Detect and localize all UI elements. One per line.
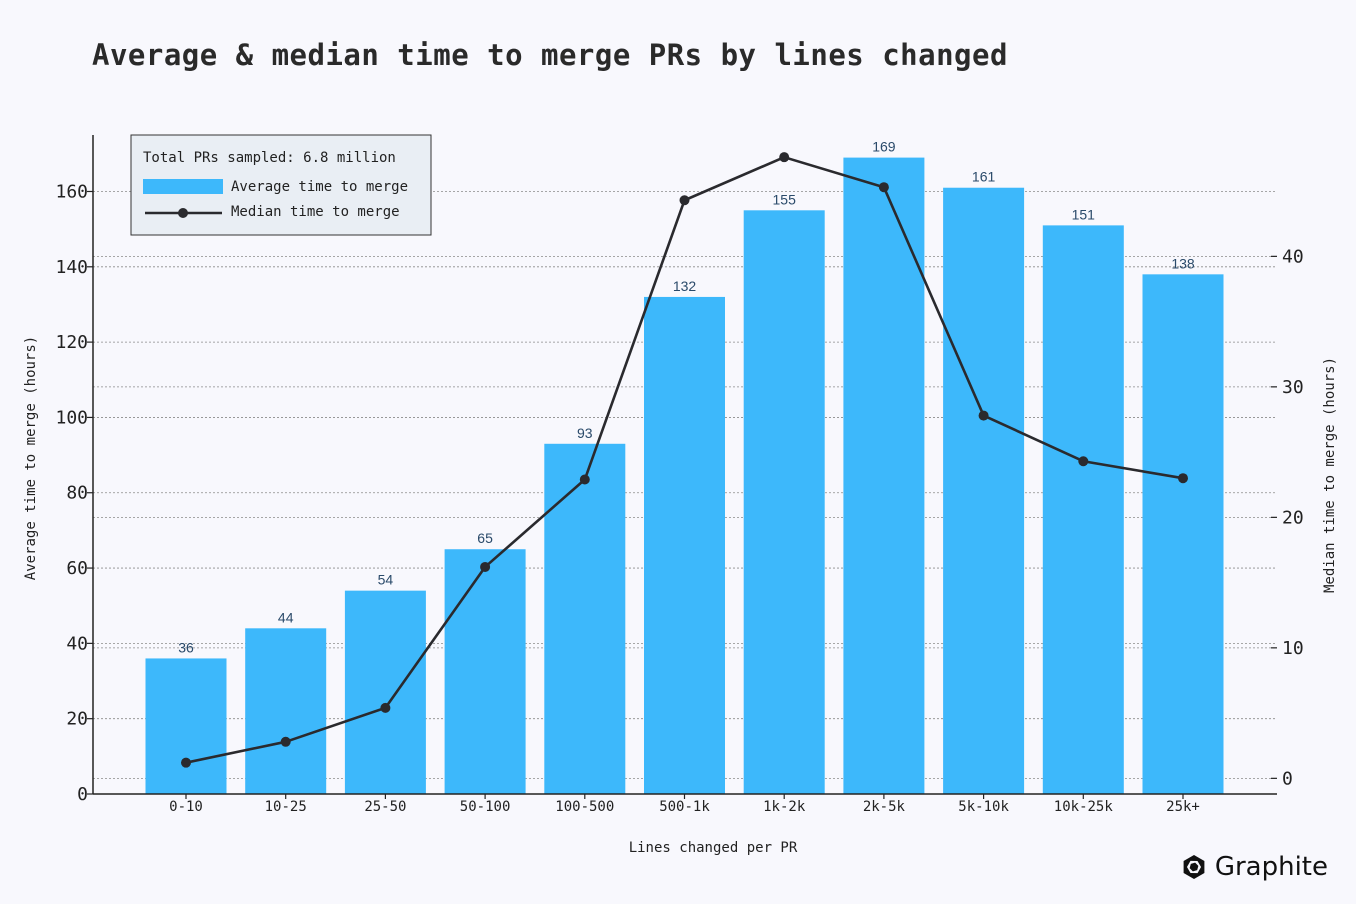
bar: [943, 187, 1025, 795]
axes: 0 20 40 60 80 100 120 140 160 0 10 20 30 40 0-10 10-25 2…: [23, 135, 1338, 856]
median-point: [679, 195, 690, 206]
median-point: [1078, 456, 1089, 467]
y-tick-label: 120: [55, 332, 88, 353]
x-tick-label: 100-500: [555, 799, 614, 815]
x-tick-label: 25k+: [1166, 799, 1200, 815]
y-tick-label: 60: [66, 558, 88, 579]
x-tick-label: 0-10: [169, 799, 203, 815]
y-tick-label: 0: [77, 784, 88, 805]
median-point: [181, 757, 191, 768]
median-point: [579, 474, 590, 485]
median-point: [978, 410, 989, 421]
x-tick-label: 1k-2k: [763, 799, 806, 815]
y-tick-label: 80: [66, 483, 88, 504]
x-tick-label: 50-100: [460, 799, 511, 815]
bar-value-label: 54: [378, 572, 394, 588]
y-tick-label: 40: [66, 633, 88, 654]
bar: [843, 157, 925, 794]
bar: [344, 590, 426, 794]
bar-value-label: 65: [477, 530, 493, 546]
y2-tick-label: 20: [1282, 507, 1304, 528]
legend-swatch-point: [178, 208, 188, 218]
bar: [1042, 225, 1124, 794]
legend-label-median: Median time to merge: [231, 204, 400, 220]
bar-value-label: 44: [278, 609, 294, 625]
y2-tick-label: 30: [1282, 377, 1304, 398]
x-tick-label: 10-25: [265, 799, 307, 815]
x-axis-label: Lines changed per PR: [629, 840, 798, 856]
bars: [145, 157, 1224, 795]
y2-tick-label: 10: [1282, 638, 1304, 659]
legend-annotation: Total PRs sampled: 6.8 million: [143, 150, 396, 166]
bar-value-label: 169: [872, 139, 896, 155]
bar-labels: 36 44 54 65 93 132 155 169 161 151 138: [178, 139, 1195, 656]
bar-value-label: 132: [673, 278, 697, 294]
x-tick-label: 2k-5k: [863, 799, 906, 815]
x-tick-label: 5k-10k: [958, 799, 1009, 815]
bar: [544, 443, 626, 794]
median-point: [480, 561, 491, 572]
bar-value-label: 36: [178, 639, 194, 655]
bar: [245, 628, 327, 794]
median-line: [181, 152, 1188, 768]
x-tick-label: 500-1k: [659, 799, 710, 815]
bar: [145, 658, 227, 794]
y2-tick-label: 0: [1282, 768, 1293, 789]
median-point: [878, 182, 889, 193]
y-tick-label: 20: [66, 709, 88, 730]
bar: [1142, 274, 1224, 794]
bar-value-label: 138: [1171, 255, 1195, 271]
brand: Graphite: [1181, 852, 1328, 882]
bar: [743, 210, 825, 795]
y-tick-label: 100: [55, 407, 88, 428]
y-axis-label: Average time to merge (hours): [23, 336, 39, 580]
legend: Total PRs sampled: 6.8 million Average ti…: [130, 134, 432, 236]
x-tick-label: 10k-25k: [1054, 799, 1114, 815]
bar: [644, 296, 725, 794]
bar: [444, 549, 526, 794]
brand-name: Graphite: [1214, 852, 1328, 882]
median-point: [1178, 473, 1188, 484]
y2-axis-label: Median time to merge (hours): [1322, 357, 1338, 593]
chart-title: Average & median time to merge PRs by li…: [92, 38, 1008, 72]
y-tick-label: 140: [55, 257, 88, 278]
legend-swatch-bar: [143, 179, 223, 194]
median-point: [380, 702, 391, 713]
x-tick-label: 25-50: [364, 799, 406, 815]
y-tick-label: 160: [55, 181, 88, 202]
y2-tick-label: 40: [1282, 246, 1304, 267]
median-point: [779, 152, 790, 163]
legend-label-average: Average time to merge: [231, 179, 408, 195]
bar-value-label: 161: [972, 169, 996, 185]
graphite-logo-icon: [1183, 855, 1205, 879]
bar-value-label: 93: [577, 425, 593, 441]
bar-value-label: 151: [1072, 206, 1096, 222]
median-point: [280, 736, 291, 747]
bar-value-label: 155: [773, 191, 797, 207]
